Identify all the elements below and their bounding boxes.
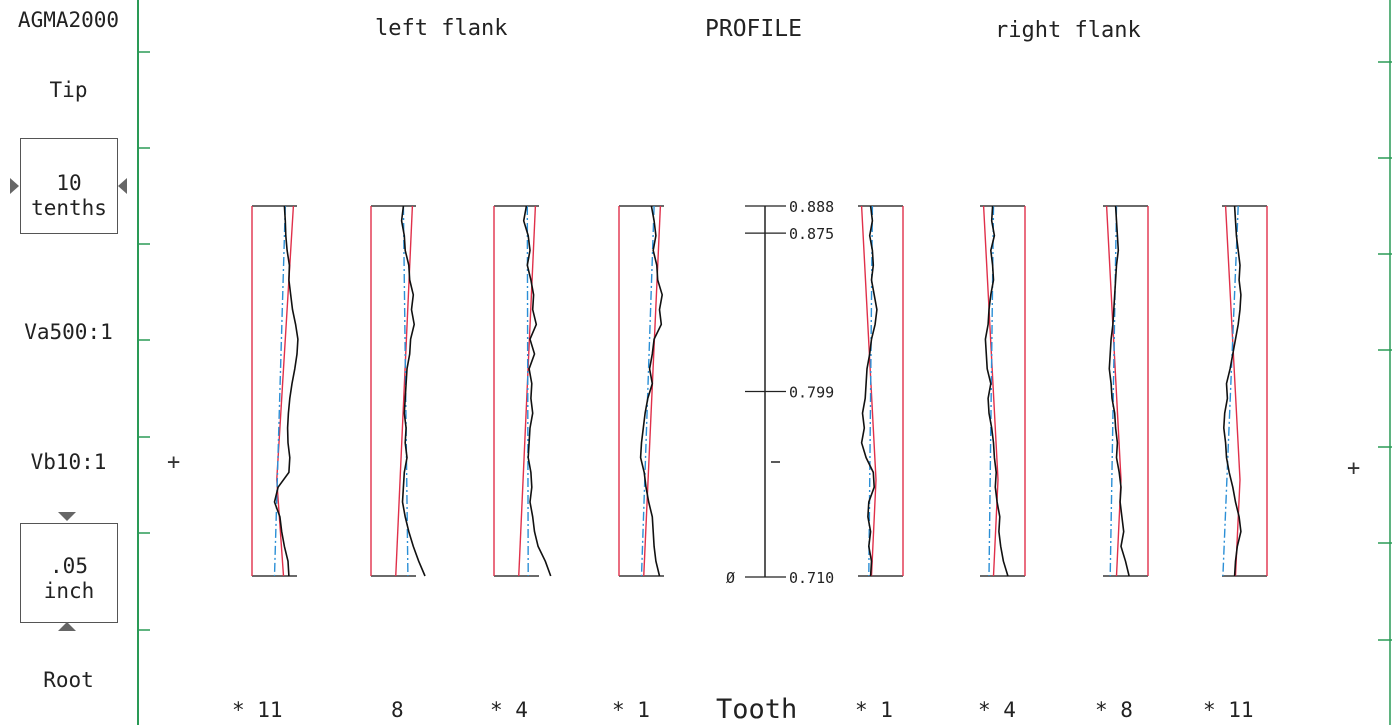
- axis-tick-label-0: 0.888: [789, 198, 834, 216]
- tooth-left-11: * 11: [232, 698, 283, 722]
- tooth-right-8: * 8: [1095, 698, 1133, 722]
- tooth-right-11: * 11: [1203, 698, 1254, 722]
- tooth-left-4: * 4: [490, 698, 528, 722]
- tooth-right-4: * 4: [978, 698, 1016, 722]
- tolerance-inner-right-8: [1107, 206, 1121, 576]
- axis-tick-label-2: 0.799: [789, 384, 834, 402]
- tolerance-inner-right-4: [984, 206, 998, 576]
- tooth-left-8: 8: [391, 698, 404, 722]
- axis-zero-label: Ø: [726, 569, 735, 587]
- tooth-left-1: * 1: [612, 698, 650, 722]
- tooth-axis-label: Tooth: [716, 694, 797, 725]
- tolerance-inner-right-11: [1226, 206, 1240, 576]
- axis-tick-label-3: 0.710: [789, 569, 834, 587]
- trace-left-11: [275, 206, 298, 576]
- trace-left-8: [402, 206, 425, 576]
- tooth-right-1: * 1: [855, 698, 893, 722]
- axis-tick-label-1: 0.875: [789, 225, 834, 243]
